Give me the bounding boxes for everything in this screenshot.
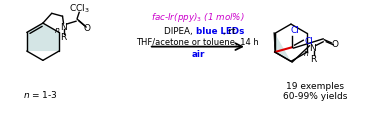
Text: 60-99% yields: 60-99% yields	[283, 91, 348, 100]
Text: O: O	[332, 40, 339, 49]
Text: O: O	[84, 23, 91, 32]
Text: air: air	[191, 50, 204, 58]
Text: $n$ = 1-3: $n$ = 1-3	[23, 88, 59, 99]
Polygon shape	[275, 34, 291, 62]
Text: R: R	[310, 54, 317, 63]
Text: blue LEDs: blue LEDs	[196, 27, 244, 36]
Text: N: N	[309, 44, 316, 53]
Text: $fac$-Ir(ppy)$_3$ (1 mol%): $fac$-Ir(ppy)$_3$ (1 mol%)	[151, 11, 245, 23]
Text: THF/acetone or toluene, 14 h: THF/acetone or toluene, 14 h	[136, 38, 259, 47]
Text: CCl$_3$: CCl$_3$	[69, 2, 90, 15]
Text: Cl: Cl	[305, 36, 314, 45]
Text: R: R	[60, 33, 67, 42]
Text: , rt: , rt	[223, 27, 236, 36]
Polygon shape	[274, 33, 276, 53]
Text: $n$: $n$	[54, 26, 61, 35]
Text: DIPEA,: DIPEA,	[164, 27, 196, 36]
Polygon shape	[27, 24, 59, 52]
Text: N: N	[60, 22, 67, 31]
Text: $n$: $n$	[302, 49, 309, 58]
Text: Cl: Cl	[290, 26, 299, 35]
Text: 19 exemples: 19 exemples	[287, 82, 344, 91]
